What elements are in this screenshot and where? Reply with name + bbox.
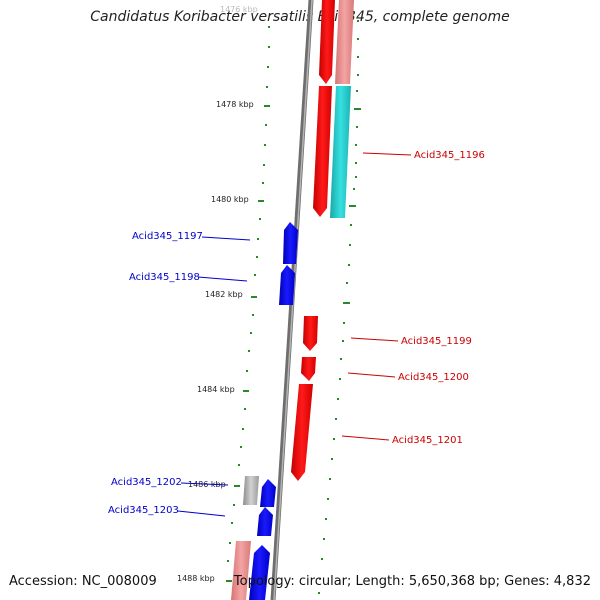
reverse-strand-track <box>231 222 298 600</box>
forward-gene-arrow-acid345-1200[interactable] <box>301 357 316 381</box>
genome-summary-text: Topology: circular; Length: 5,650,368 bp… <box>233 574 591 589</box>
reverse-gene-arrow-acid345-1203[interactable] <box>257 507 273 536</box>
gene-label-acid345-1196[interactable]: Acid345_1196 <box>414 150 485 161</box>
reverse-gene-arrow-acid345-1202[interactable] <box>260 479 276 507</box>
gene-label-acid345-1201[interactable]: Acid345_1201 <box>392 435 463 446</box>
forward-gene-arrow-acid345-1199[interactable] <box>303 316 318 351</box>
leader-line <box>347 372 396 378</box>
gene-label-acid345-1202[interactable]: Acid345_1202 <box>111 477 182 488</box>
forward-strand-track <box>291 0 354 481</box>
map-title: Candidatus Koribacter versatilis Ellin34… <box>90 9 510 25</box>
gc-mark <box>349 205 356 207</box>
leader-line <box>201 236 251 241</box>
gene-label-acid345-1200[interactable]: Acid345_1200 <box>398 372 469 383</box>
scale-tick-label: 1480 kbp <box>211 195 249 204</box>
scale-tick-label: 1484 kbp <box>197 385 235 394</box>
leader-line <box>197 276 248 282</box>
scale-track <box>227 26 270 562</box>
forward-gene-arrow-acid345-1201[interactable] <box>291 384 313 481</box>
leader-line <box>180 482 229 486</box>
scale-tick-label: 1476 kbp <box>220 5 258 14</box>
gene-label-acid345-1199[interactable]: Acid345_1199 <box>401 336 472 347</box>
scale-tick-label: 1488 kbp <box>177 574 215 583</box>
reverse-gene-labels <box>177 236 251 517</box>
forward-gene-arrow[interactable] <box>319 0 335 84</box>
gene-label-acid345-1197[interactable]: Acid345_1197 <box>132 231 203 242</box>
reverse-gene-arrow[interactable] <box>249 545 270 600</box>
accession-text: Accession: NC_008009 <box>9 574 157 589</box>
rna-feature[interactable] <box>330 86 351 218</box>
gc-skew-track-outer <box>343 108 361 304</box>
gc-mark <box>354 108 361 110</box>
forward-gene-labels <box>341 152 412 441</box>
reverse-gene-arrow-acid345-1197[interactable] <box>283 222 298 264</box>
gc-mark <box>343 302 350 304</box>
leader-line <box>350 337 399 342</box>
scale-tick-label: 1478 kbp <box>216 100 254 109</box>
gene-label-acid345-1203[interactable]: Acid345_1203 <box>108 505 179 516</box>
other-feature[interactable] <box>243 476 259 505</box>
forward-gene-arrow-acid345-1196[interactable] <box>313 86 332 217</box>
reverse-gene-arrow-acid345-1198[interactable] <box>279 265 295 305</box>
leader-line <box>362 152 412 156</box>
leader-line <box>341 435 390 441</box>
forward-gene-arrow[interactable] <box>231 541 251 600</box>
forward-gene-arrow[interactable] <box>335 0 354 84</box>
leader-line <box>177 510 226 517</box>
gc-content-track <box>318 20 359 594</box>
scale-tick-marks <box>226 105 270 582</box>
gene-label-acid345-1198[interactable]: Acid345_1198 <box>129 272 200 283</box>
scale-tick-label: 1482 kbp <box>205 290 243 299</box>
